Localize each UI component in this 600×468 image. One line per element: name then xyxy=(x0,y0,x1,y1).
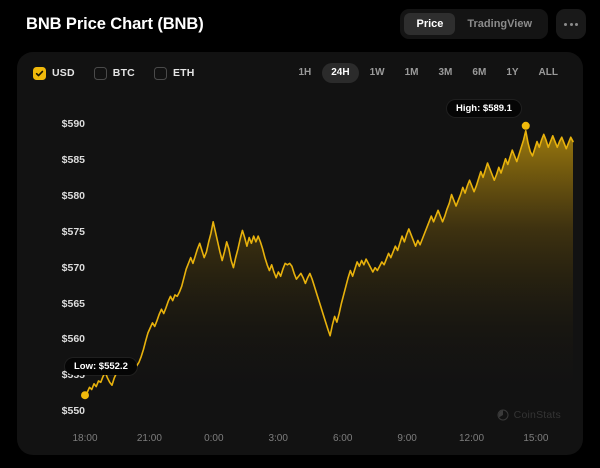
x-axis-tick: 12:00 xyxy=(458,433,485,444)
currency-option-eth[interactable]: ETH xyxy=(153,66,195,80)
currency-label-btc: BTC xyxy=(112,67,135,79)
price-chart-svg xyxy=(81,121,574,411)
y-axis-tick: $580 xyxy=(61,190,85,202)
currency-option-btc[interactable]: BTC xyxy=(93,66,135,80)
header-actions: Price TradingView xyxy=(400,9,586,39)
range-3m[interactable]: 3M xyxy=(438,67,453,78)
chart-controls: USD BTC ETH 1H 24H 1W 1M 3M 6M 1Y A xyxy=(17,52,583,94)
range-24h[interactable]: 24H xyxy=(322,63,359,83)
y-axis-tick: $550 xyxy=(61,405,85,417)
range-all[interactable]: ALL xyxy=(538,67,558,78)
currency-checkbox-group: USD BTC ETH xyxy=(33,66,195,80)
range-1w[interactable]: 1W xyxy=(369,67,385,78)
ellipsis-icon xyxy=(575,22,578,26)
checkbox-eth[interactable] xyxy=(153,66,167,80)
range-1y[interactable]: 1Y xyxy=(506,67,519,78)
chart-series-group xyxy=(81,121,574,411)
watermark-text: CoinStats xyxy=(513,409,561,421)
range-6m[interactable]: 6M xyxy=(472,67,487,78)
more-options-button[interactable] xyxy=(556,9,586,39)
x-axis-tick: 3:00 xyxy=(268,433,288,444)
x-axis-tick: 6:00 xyxy=(332,433,353,444)
x-axis-tick: 0:00 xyxy=(204,433,224,444)
y-axis-tick: $565 xyxy=(61,297,85,310)
x-axis-tick: 9:00 xyxy=(397,433,417,444)
range-1h[interactable]: 1H xyxy=(298,67,312,78)
checkbox-btc[interactable] xyxy=(93,66,107,80)
time-range-group: 1H 24H 1W 1M 3M 6M 1Y ALL xyxy=(289,63,567,83)
currency-option-usd[interactable]: USD xyxy=(33,66,75,80)
checkbox-usd[interactable] xyxy=(33,66,46,80)
chart-card: USD BTC ETH 1H 24H 1W 1M 3M 6M 1Y A xyxy=(17,52,583,455)
coinstats-watermark: CoinStats xyxy=(497,409,561,421)
x-axis-tick: 18:00 xyxy=(72,433,98,444)
y-axis-tick: $575 xyxy=(61,225,85,238)
check-icon xyxy=(35,70,44,76)
range-1m[interactable]: 1M xyxy=(404,67,419,78)
view-tab-group: Price TradingView xyxy=(400,9,548,39)
page-title: BNB Price Chart (BNB) xyxy=(26,14,204,33)
price-area-fill xyxy=(85,130,573,411)
y-axis-labels: $550 $555 $560 $565 $570 $575 $580 $585 $590 xyxy=(23,94,85,455)
y-axis-tick: $560 xyxy=(61,333,85,346)
price-chart[interactable]: $550 $555 $560 $565 $570 $575 $580 $585 $590 18:… xyxy=(17,94,583,455)
tab-tradingview[interactable]: TradingView xyxy=(467,18,532,30)
page-header: BNB Price Chart (BNB) Price TradingView xyxy=(0,0,600,48)
high-tooltip: High: $589.1 xyxy=(447,100,521,117)
y-axis-tick: $570 xyxy=(61,261,85,274)
ellipsis-icon xyxy=(564,22,567,26)
coinstats-logo-icon xyxy=(497,409,509,421)
ellipsis-icon xyxy=(569,22,573,26)
low-point-marker xyxy=(81,391,89,400)
x-axis-labels: 18:00 21:00 0:00 3:00 6:00 9:00 12:00 15:00 xyxy=(17,433,583,447)
currency-label-eth: ETH xyxy=(172,67,195,79)
x-axis-tick: 21:00 xyxy=(136,433,162,444)
price-line xyxy=(84,129,574,397)
currency-label-usd: USD xyxy=(52,67,75,79)
low-tooltip: Low: $552.2 xyxy=(65,358,137,375)
x-axis-tick: 15:00 xyxy=(523,433,549,444)
y-axis-tick: $585 xyxy=(61,154,85,167)
tab-price[interactable]: Price xyxy=(404,13,456,35)
high-point-marker xyxy=(521,121,530,130)
y-axis-tick: $590 xyxy=(61,118,85,131)
